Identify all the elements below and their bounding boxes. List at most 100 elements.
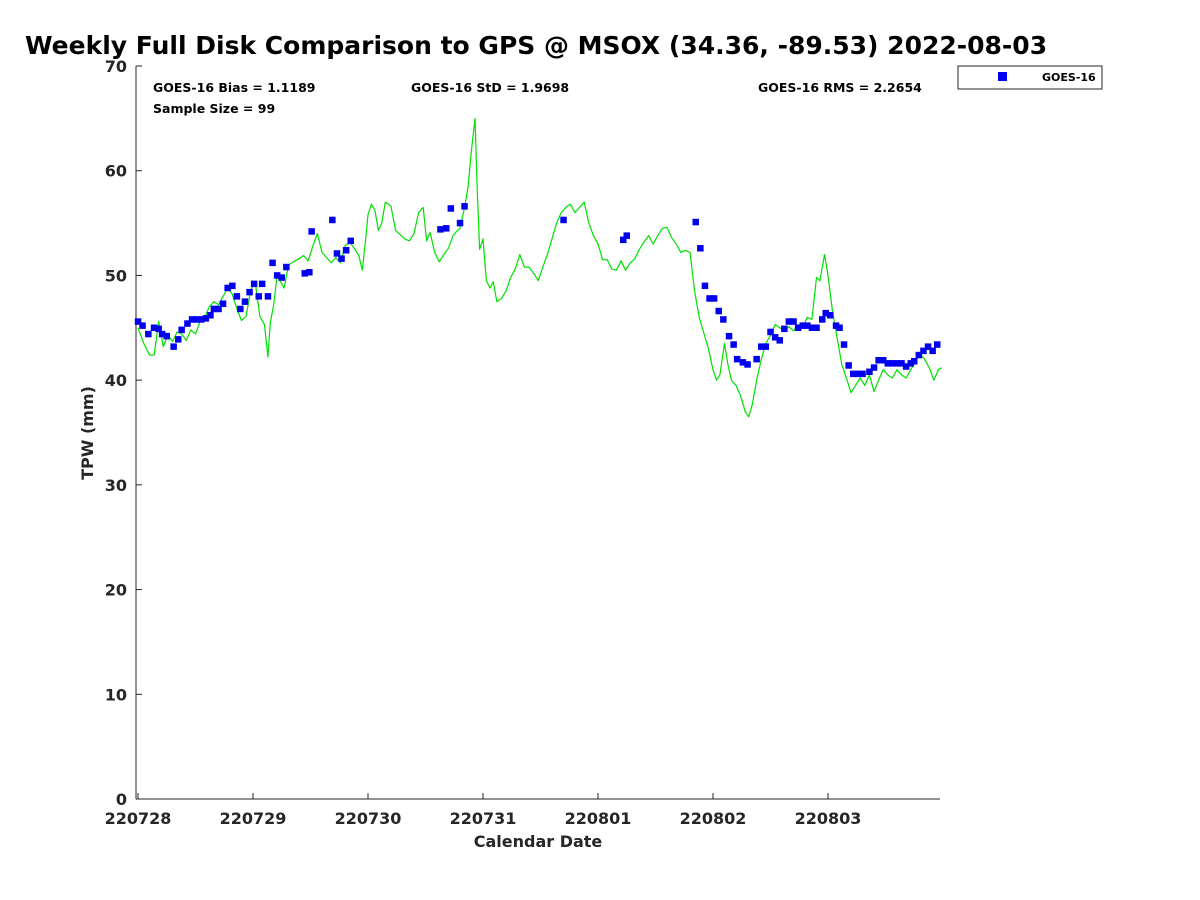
- goes16-point: [178, 326, 185, 334]
- goes16-point: [150, 324, 158, 331]
- goes16-point: [333, 250, 341, 257]
- goes16-point: [697, 245, 704, 252]
- goes16-point: [198, 316, 205, 323]
- goes16-point: [725, 332, 733, 340]
- goes16-point: [155, 325, 162, 333]
- y-tick-label: 20: [105, 581, 127, 600]
- goes16-point: [875, 357, 882, 364]
- x-tick-label: 220802: [680, 809, 747, 828]
- goes16-point: [692, 218, 699, 226]
- goes16-point: [758, 343, 765, 350]
- goes16-point: [623, 232, 630, 239]
- x-tick-label: 220731: [450, 809, 517, 828]
- goes16-point: [706, 295, 713, 302]
- goes16-point: [785, 318, 793, 325]
- x-tick-label: 220730: [335, 809, 402, 828]
- goes16-point: [880, 357, 887, 364]
- goes16-point: [898, 360, 905, 367]
- rms-stat: GOES-16 RMS = 2.2654: [758, 80, 922, 95]
- goes16-point: [920, 347, 927, 355]
- goes16-point: [715, 307, 722, 315]
- bias-stat: GOES-16 Bias = 1.1189: [153, 80, 315, 95]
- goes16-point: [902, 363, 910, 370]
- goes16-point: [308, 228, 315, 235]
- y-tick-label: 60: [105, 162, 127, 181]
- y-tick-label: 10: [105, 685, 127, 704]
- goes16-point: [859, 370, 866, 378]
- goes16-point: [911, 358, 918, 365]
- goes16-point: [866, 368, 873, 375]
- goes16-point: [710, 295, 718, 302]
- goes16-point: [744, 361, 751, 368]
- goes16-point: [443, 225, 450, 232]
- goes16-point: [233, 293, 241, 300]
- goes16-point: [739, 359, 747, 366]
- y-tick-label: 70: [105, 57, 127, 76]
- goes16-point: [273, 272, 281, 279]
- goes16-point: [215, 305, 222, 313]
- goes16-point: [836, 324, 843, 331]
- goes16-point: [560, 216, 567, 224]
- goes16-point: [447, 205, 455, 212]
- y-ticks: 0 10 20 30 40 50 60 70: [105, 57, 142, 809]
- goes16-point: [170, 343, 177, 350]
- goes16-point: [850, 370, 857, 378]
- x-ticks: 220728 220729 220730 220731 220801 220802 2208…: [105, 793, 862, 828]
- goes16-point: [145, 330, 152, 338]
- y-tick-label: 30: [105, 476, 127, 495]
- sample-size-stat: Sample Size = 99: [153, 101, 275, 116]
- x-tick-label: 220803: [795, 809, 862, 828]
- goes16-point: [306, 269, 313, 276]
- goes16-point: [799, 322, 806, 329]
- goes16-point: [733, 355, 741, 363]
- goes16-point: [767, 328, 774, 336]
- goes16-point: [301, 270, 308, 277]
- goes16-point: [219, 300, 227, 307]
- goes16-point: [338, 255, 345, 262]
- goes16-series: [134, 203, 941, 378]
- goes16-point: [701, 282, 709, 290]
- goes16-point: [163, 332, 170, 340]
- goes16-point: [210, 305, 218, 313]
- goes16-point: [776, 337, 783, 344]
- goes16-point: [794, 324, 802, 331]
- legend-box: [957, 65, 1103, 90]
- goes16-point: [229, 282, 236, 290]
- goes16-point: [929, 347, 936, 355]
- goes16-point: [771, 334, 779, 341]
- x-axis-label: Calendar Date: [474, 832, 603, 851]
- goes16-point: [840, 341, 848, 348]
- goes16-point: [255, 293, 262, 300]
- goes16-point: [832, 322, 840, 329]
- std-stat: GOES-16 StD = 1.9698: [411, 80, 569, 95]
- goes16-point: [329, 216, 336, 224]
- goes16-point: [258, 280, 266, 288]
- goes16-point: [804, 322, 811, 329]
- goes16-point: [139, 322, 146, 329]
- goes16-point: [207, 312, 214, 319]
- goes16-point: [781, 325, 788, 333]
- goes16-point: [827, 312, 834, 319]
- x-tick-label: 220728: [105, 809, 172, 828]
- goes16-point: [342, 247, 350, 254]
- y-tick-label: 0: [116, 790, 127, 809]
- goes16-point: [224, 284, 231, 292]
- goes16-point: [884, 360, 891, 367]
- x-tick-label: 220801: [565, 809, 632, 828]
- goes16-point: [237, 305, 244, 313]
- goes16-point: [283, 263, 290, 271]
- goes16-point: [813, 324, 820, 331]
- goes16-point: [241, 298, 249, 305]
- goes16-point: [790, 318, 797, 325]
- goes16-point: [934, 341, 941, 348]
- goes16-point: [753, 355, 760, 363]
- goes16-point: [808, 324, 816, 331]
- y-axis-label: TPW (mm): [78, 386, 97, 480]
- goes16-point: [893, 360, 901, 367]
- goes16-point: [437, 226, 444, 233]
- goes16-point: [620, 236, 627, 244]
- x-tick-label: 220729: [220, 809, 287, 828]
- goes16-point: [134, 318, 142, 325]
